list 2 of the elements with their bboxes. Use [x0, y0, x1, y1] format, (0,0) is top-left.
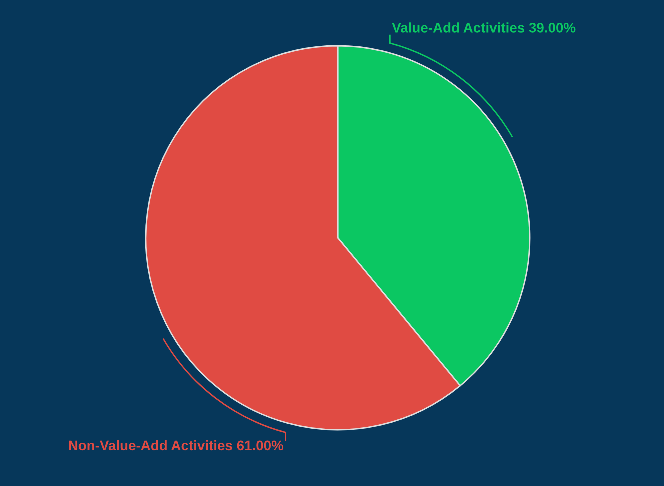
slice-label: Value-Add Activities 39.00%	[392, 22, 576, 33]
slice-label: Non-Value-Add Activities 61.00%	[69, 440, 284, 451]
